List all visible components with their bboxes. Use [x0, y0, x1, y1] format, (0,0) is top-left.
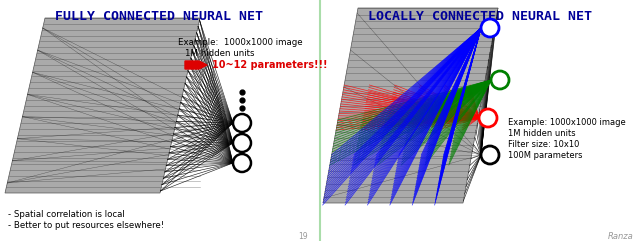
Circle shape	[479, 109, 497, 127]
Text: 1M hidden units: 1M hidden units	[185, 49, 255, 58]
Bar	[0, 0, 318, 241]
Polygon shape	[5, 18, 200, 193]
Circle shape	[233, 134, 251, 152]
Circle shape	[481, 19, 499, 37]
Text: 100M parameters: 100M parameters	[508, 151, 582, 160]
Polygon shape	[323, 8, 498, 203]
Bar	[320, 0, 640, 241]
Circle shape	[481, 146, 499, 164]
Text: - Better to put resources elsewhere!: - Better to put resources elsewhere!	[8, 221, 164, 230]
Circle shape	[233, 154, 251, 172]
Text: FULLY CONNECTED NEURAL NET: FULLY CONNECTED NEURAL NET	[55, 10, 263, 23]
Text: - Spatial correlation is local: - Spatial correlation is local	[8, 210, 125, 219]
Text: Example:  1000x1000 image: Example: 1000x1000 image	[178, 38, 303, 47]
Text: Ranza: Ranza	[608, 232, 634, 241]
Text: Filter size: 10x10: Filter size: 10x10	[508, 140, 579, 149]
Text: 10~12 parameters!!!: 10~12 parameters!!!	[212, 60, 328, 70]
Circle shape	[491, 71, 509, 89]
Circle shape	[233, 114, 251, 132]
Text: Example: 1000x1000 image: Example: 1000x1000 image	[508, 118, 626, 127]
Text: 1M hidden units: 1M hidden units	[508, 129, 575, 138]
Text: 19: 19	[298, 232, 308, 241]
FancyArrow shape	[185, 61, 207, 69]
Text: LOCALLY CONNECTED NEURAL NET: LOCALLY CONNECTED NEURAL NET	[368, 10, 592, 23]
